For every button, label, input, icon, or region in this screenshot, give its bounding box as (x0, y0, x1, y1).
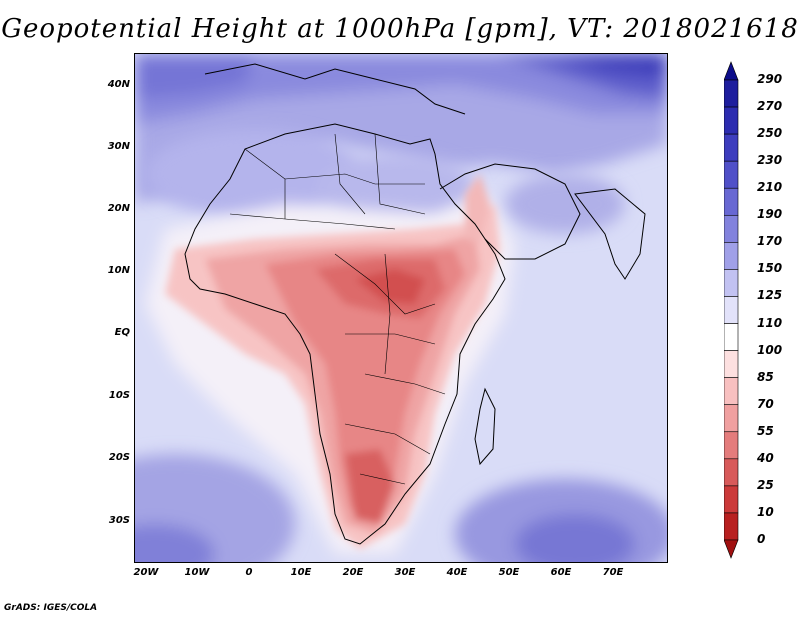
lon-label-0: 0 (245, 567, 253, 578)
colorbar-label: 125 (757, 288, 783, 303)
lat-label-20s: 20S (108, 452, 130, 463)
colorbar (724, 61, 739, 559)
colorbar-label: 250 (757, 126, 783, 141)
colorbar-bottom-triangle (724, 539, 739, 559)
footer-credit: GrADS: IGES/COLA (4, 603, 98, 613)
colorbar-label: 190 (757, 207, 783, 222)
lon-label-10w: 10W (184, 567, 210, 578)
colorbar-segment (724, 323, 739, 351)
colorbar-segment (724, 214, 739, 243)
colorbar-label: 0 (757, 532, 766, 546)
colorbar-segment (724, 160, 739, 189)
lat-label-10s: 10S (108, 390, 130, 401)
lat-label-10n: 10N (107, 265, 130, 276)
colorbar-segment (724, 512, 739, 541)
colorbar-label: 70 (757, 396, 774, 411)
sahara-high-region (145, 129, 625, 234)
arabia-coastline (439, 163, 581, 260)
colorbar-segment (724, 187, 739, 216)
lon-label-10e: 10E (290, 567, 312, 578)
colorbar-segment (724, 350, 739, 378)
lat-label-eq: EQ (114, 327, 130, 338)
north-high-region (135, 54, 667, 204)
lon-label-70e: 70E (602, 567, 624, 578)
lat-label-20n: 20N (107, 203, 130, 214)
colorbar-segment (724, 458, 739, 487)
map-panel (134, 53, 668, 563)
colorbar-segment (724, 106, 739, 135)
lon-label-30e: 30E (394, 567, 416, 578)
colorbar-top-triangle (724, 61, 739, 81)
colorbar-label: 100 (757, 342, 783, 357)
madagascar-coastline (474, 387, 496, 466)
colorbar-segment (724, 377, 739, 406)
chart-title: Geopotential Height at 1000hPa [gpm], VT… (1, 14, 799, 44)
colorbar-label: 10 (757, 504, 774, 519)
colorbar-segment (724, 404, 739, 433)
colorbar-label: 230 (757, 153, 783, 168)
colorbar-label: 270 (757, 99, 783, 114)
map-field (135, 54, 667, 562)
colorbar-segment (724, 269, 739, 297)
colorbar-label: 150 (757, 261, 783, 276)
colorbar-segment (724, 133, 739, 162)
colorbar-label: 40 (757, 450, 774, 465)
colorbar-label: 290 (757, 72, 783, 86)
lat-label-30s: 30S (108, 515, 130, 526)
lon-label-60e: 60E (550, 567, 572, 578)
coastlines (184, 63, 646, 545)
country-borders (229, 133, 446, 485)
europe-coastline (204, 63, 466, 115)
lat-label-40n: 40N (107, 79, 130, 90)
colorbar-segment (724, 485, 739, 514)
colorbar-label: 110 (757, 315, 783, 330)
colorbar-label: 170 (757, 234, 783, 249)
colorbar-label: 25 (757, 477, 774, 492)
lon-label-40e: 40E (446, 567, 468, 578)
colorbar-label: 210 (757, 180, 783, 195)
india-coastline (574, 188, 646, 280)
colorbar-segment (724, 431, 739, 460)
colorbar-segment (724, 296, 739, 324)
lat-label-30n: 30N (107, 141, 130, 152)
colorbar-label: 55 (757, 423, 774, 438)
colorbar-label: 85 (757, 369, 774, 384)
colorbar-segment (724, 242, 739, 270)
lon-label-20e: 20E (342, 567, 364, 578)
south-high-region (135, 454, 667, 562)
lon-label-50e: 50E (498, 567, 520, 578)
colorbar-segment (724, 79, 739, 108)
lon-label-20w: 20W (133, 567, 159, 578)
africa-coastline (184, 123, 506, 545)
continental-low-region (165, 174, 500, 549)
